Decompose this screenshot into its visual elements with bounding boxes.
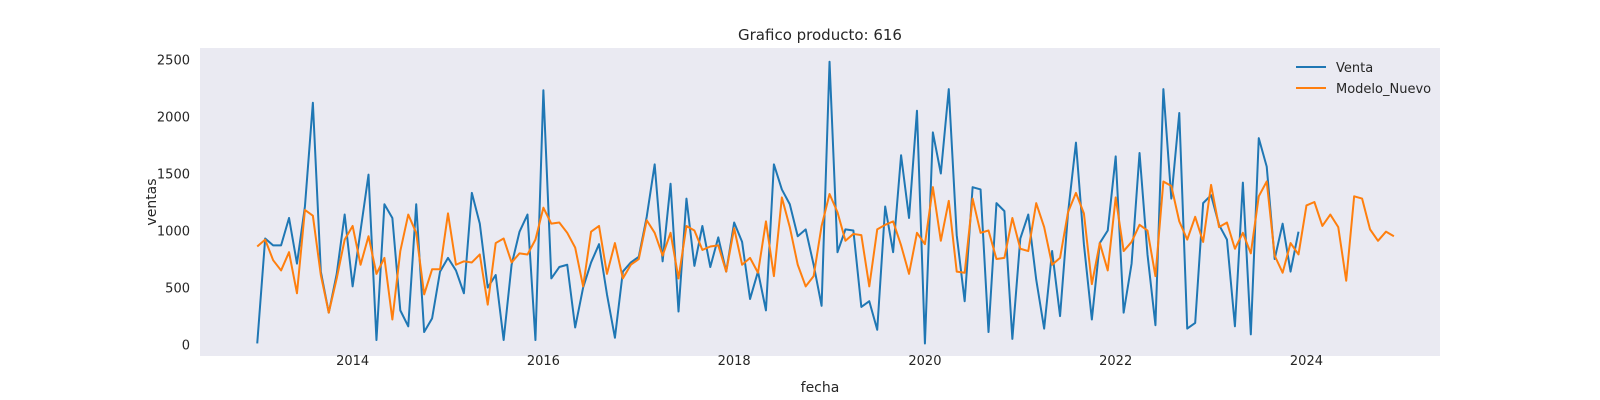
- x-tick-labels: 2014 2016 2018 2020 2022 2024: [336, 354, 1323, 369]
- x-tick-label: 2020: [908, 354, 941, 369]
- y-tick-label: 2500: [157, 53, 190, 68]
- legend-label-modelo-nuevo: Modelo_Nuevo: [1336, 82, 1431, 97]
- x-tick-label: 2016: [527, 354, 560, 369]
- plot-area: [200, 48, 1440, 356]
- y-axis-label: ventas: [144, 178, 160, 225]
- y-tick-label: 1500: [157, 167, 190, 182]
- x-tick-label: 2022: [1099, 354, 1132, 369]
- legend: Venta Modelo_Nuevo: [1296, 61, 1431, 97]
- x-tick-label: 2024: [1290, 354, 1323, 369]
- series-line-modelo-nuevo: [256, 180, 1395, 321]
- x-axis-label: fecha: [801, 380, 840, 396]
- x-tick-label: 2018: [718, 354, 751, 369]
- x-tick-label: 2014: [336, 354, 369, 369]
- legend-label-venta: Venta: [1336, 61, 1373, 76]
- chart-title: Grafico producto: 616: [738, 26, 902, 44]
- y-tick-labels: 0 500 1000 1500 2000 2500: [157, 53, 190, 353]
- series-line-venta: [256, 60, 1300, 345]
- y-tick-label: 500: [165, 282, 190, 297]
- series-layer: [256, 60, 1395, 345]
- y-tick-label: 2000: [157, 110, 190, 125]
- y-tick-label: 0: [182, 339, 190, 354]
- y-tick-label: 1000: [157, 225, 190, 240]
